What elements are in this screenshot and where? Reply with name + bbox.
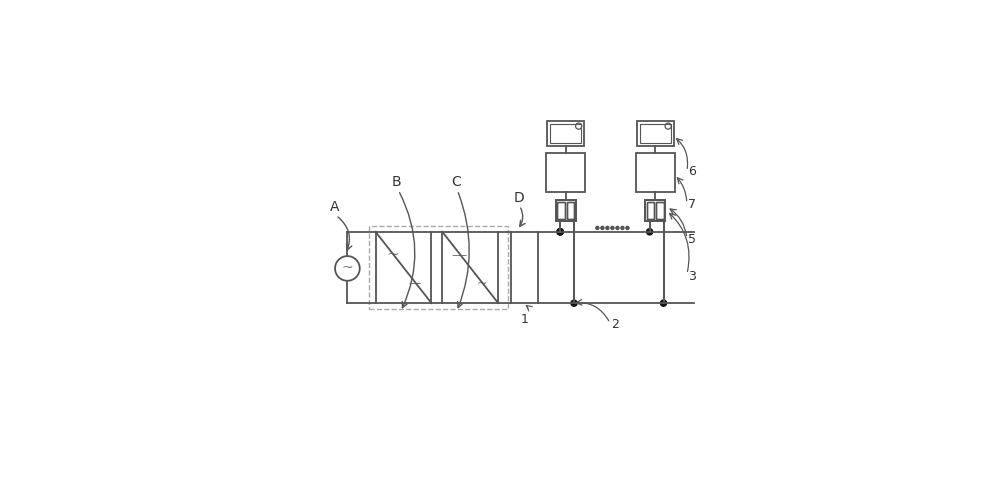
Circle shape xyxy=(557,228,563,235)
Circle shape xyxy=(601,226,604,229)
Text: 6: 6 xyxy=(688,165,696,178)
Circle shape xyxy=(571,300,577,306)
Text: B: B xyxy=(391,175,401,189)
Text: 3: 3 xyxy=(688,270,696,283)
Bar xyxy=(640,124,671,143)
Text: ~: ~ xyxy=(386,247,399,262)
Circle shape xyxy=(660,300,667,306)
Bar xyxy=(511,232,538,303)
Bar xyxy=(557,202,565,218)
Circle shape xyxy=(616,226,619,229)
Circle shape xyxy=(606,226,609,229)
Text: C: C xyxy=(451,175,461,189)
Text: 1: 1 xyxy=(521,313,529,326)
Circle shape xyxy=(611,226,614,229)
Bar xyxy=(647,202,654,218)
Circle shape xyxy=(621,226,624,229)
Text: 5: 5 xyxy=(688,233,696,246)
Bar xyxy=(645,200,665,221)
Circle shape xyxy=(557,228,563,235)
Bar xyxy=(645,200,665,221)
Text: ~: ~ xyxy=(476,277,487,290)
Text: 7: 7 xyxy=(688,198,696,211)
Text: 2: 2 xyxy=(611,318,619,331)
Bar xyxy=(556,200,576,221)
Bar xyxy=(647,202,654,218)
Bar xyxy=(557,202,565,218)
Text: —: — xyxy=(451,247,467,262)
Bar xyxy=(636,153,675,192)
Text: D: D xyxy=(514,191,525,205)
Circle shape xyxy=(557,228,563,235)
Bar xyxy=(567,202,574,218)
Bar xyxy=(550,124,581,143)
Circle shape xyxy=(626,226,629,229)
Text: A: A xyxy=(330,200,339,214)
Bar xyxy=(442,232,498,303)
Circle shape xyxy=(596,226,599,229)
Bar xyxy=(656,202,664,218)
Text: —: — xyxy=(408,277,421,290)
Bar xyxy=(369,226,508,309)
Bar xyxy=(556,200,576,221)
Circle shape xyxy=(647,228,653,235)
Text: ~: ~ xyxy=(342,262,353,276)
Bar xyxy=(546,153,585,192)
Bar xyxy=(567,202,574,218)
Bar xyxy=(637,121,674,146)
Bar xyxy=(547,121,584,146)
Bar xyxy=(656,202,664,218)
Bar xyxy=(376,232,431,303)
